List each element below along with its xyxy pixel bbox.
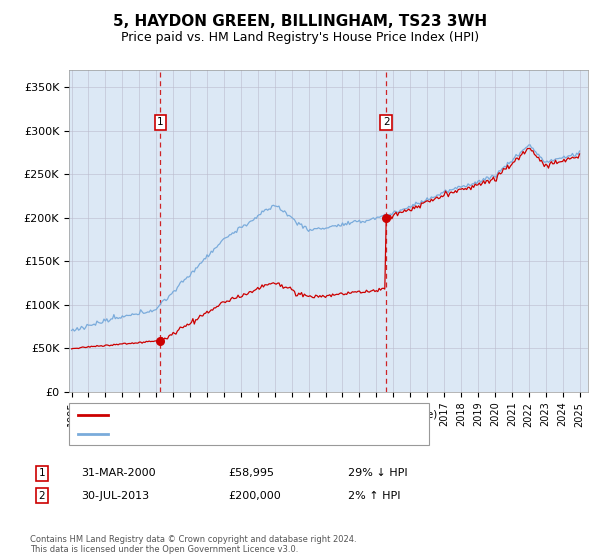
Text: 2: 2 [383, 117, 389, 127]
Text: 5, HAYDON GREEN, BILLINGHAM, TS23 3WH: 5, HAYDON GREEN, BILLINGHAM, TS23 3WH [113, 14, 487, 29]
Text: Price paid vs. HM Land Registry's House Price Index (HPI): Price paid vs. HM Land Registry's House … [121, 31, 479, 44]
Text: 31-MAR-2000: 31-MAR-2000 [81, 468, 155, 478]
Point [382, 213, 391, 222]
Text: 29% ↓ HPI: 29% ↓ HPI [348, 468, 407, 478]
Text: £200,000: £200,000 [228, 491, 281, 501]
Text: HPI: Average price, detached house, Stockton-on-Tees: HPI: Average price, detached house, Stoc… [114, 429, 395, 439]
Text: £58,995: £58,995 [228, 468, 274, 478]
Text: 2: 2 [38, 491, 46, 501]
Text: 1: 1 [157, 117, 164, 127]
Text: 2% ↑ HPI: 2% ↑ HPI [348, 491, 401, 501]
Text: 30-JUL-2013: 30-JUL-2013 [81, 491, 149, 501]
Point [155, 336, 165, 345]
Text: Contains HM Land Registry data © Crown copyright and database right 2024.
This d: Contains HM Land Registry data © Crown c… [30, 535, 356, 554]
Text: 5, HAYDON GREEN, BILLINGHAM, TS23 3WH (detached house): 5, HAYDON GREEN, BILLINGHAM, TS23 3WH (d… [114, 409, 437, 419]
Text: 1: 1 [38, 468, 46, 478]
